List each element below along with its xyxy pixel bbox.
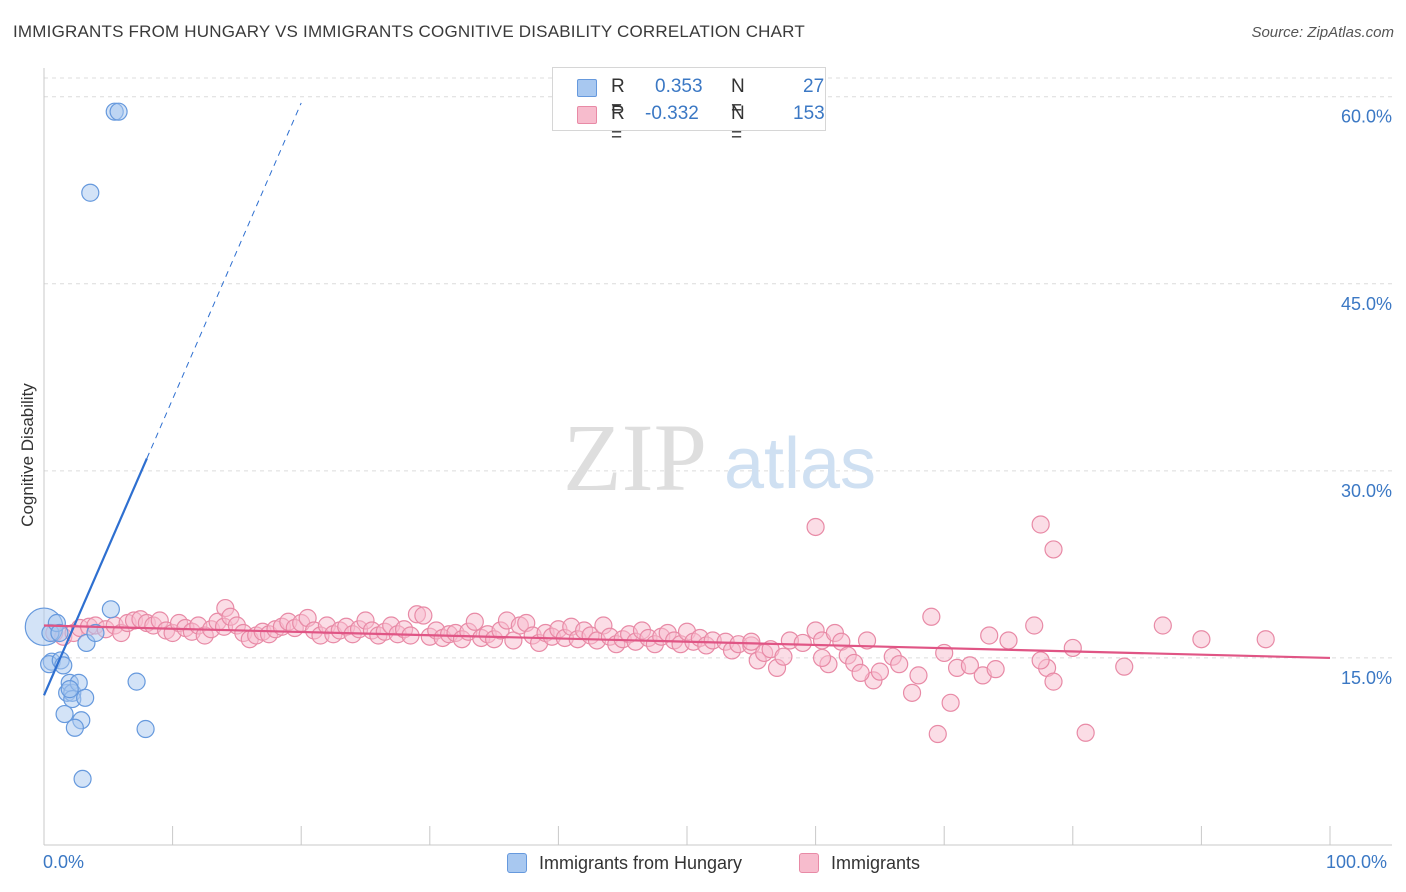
axes (43, 68, 1392, 846)
data-point (909, 666, 928, 685)
data-point (793, 633, 812, 653)
data-point (902, 683, 922, 702)
data-point (986, 660, 1005, 679)
watermark-zip: ZIP (563, 404, 707, 511)
data-point (1115, 657, 1134, 676)
data-point (50, 623, 69, 643)
data-point (1063, 638, 1082, 658)
data-point (928, 724, 947, 744)
data-point (1044, 540, 1063, 559)
trend-line-hungary (42, 457, 148, 696)
data-point (742, 632, 761, 651)
bottom-legend-swatch-hungary (507, 853, 527, 873)
data-point (999, 631, 1018, 650)
data-point (60, 680, 79, 699)
series-immigrants-from-hungary (24, 102, 155, 789)
watermark-atlas: atlas (724, 424, 876, 504)
data-point (136, 719, 155, 739)
trend-lines (42, 102, 1331, 696)
legend-r-value: -0.332 (645, 103, 699, 124)
data-point (465, 612, 484, 631)
data-point (1153, 616, 1172, 635)
source-credit: Source: ZipAtlas.com (1251, 24, 1394, 41)
gridlines (44, 77, 1392, 659)
data-point (101, 600, 120, 619)
correlation-legend: R = 0.353 N = 27 R = -0.332 N = 153 (552, 67, 826, 146)
legend-r-label: R = (611, 76, 625, 119)
legend-n-value: 153 (793, 103, 825, 124)
data-point (857, 631, 877, 650)
data-point (980, 626, 999, 645)
data-point (922, 607, 941, 626)
data-point (806, 517, 825, 537)
data-point (1031, 515, 1050, 534)
data-point (941, 693, 960, 712)
data-point (1076, 723, 1095, 742)
data-point (1025, 616, 1044, 635)
data-point (109, 102, 128, 121)
data-point (1256, 630, 1275, 649)
legend-r-label: R = (611, 103, 625, 146)
data-point (65, 718, 84, 737)
trend-line-hungary-extension (146, 102, 302, 459)
data-point (73, 769, 92, 789)
bottom-legend-swatch-immigrants (799, 853, 819, 873)
data-point (81, 183, 100, 202)
data-point (960, 656, 980, 675)
legend-r-value: 0.353 (655, 76, 703, 97)
data-point (774, 647, 793, 666)
data-point (851, 663, 870, 682)
chart-title: IMMIGRANTS FROM HUNGARY VS IMMIGRANTS CO… (13, 22, 805, 41)
data-point (414, 606, 433, 625)
legend-swatch-immigrants (577, 106, 597, 124)
y-tick-label: 15.0% (1341, 668, 1392, 688)
y-tick-label: 30.0% (1341, 481, 1392, 501)
bottom-legend-label-immigrants: Immigrants (831, 853, 921, 873)
trend-line-immigrants (43, 624, 1331, 660)
x-tick-label-max: 100.0% (1326, 852, 1388, 872)
legend-n-label: N = (731, 76, 745, 119)
data-point (812, 648, 832, 668)
bottom-legend-label-hungary: Immigrants from Hungary (539, 853, 743, 873)
legend-n-label: N = (731, 103, 745, 146)
y-tick-label: 60.0% (1341, 107, 1392, 127)
data-point (55, 704, 74, 724)
legend-swatch-hungary (577, 79, 597, 97)
legend-n-value: 27 (803, 76, 825, 97)
data-point (1044, 672, 1063, 691)
data-point (86, 623, 105, 643)
data-point (1031, 651, 1050, 670)
y-tick-label: 45.0% (1341, 294, 1392, 314)
data-point (870, 662, 890, 681)
data-point (890, 655, 909, 674)
data-point (127, 672, 146, 691)
y-tick-labels: 15.0% 30.0% 45.0% 60.0% (1341, 107, 1392, 688)
x-tick-label-min: 0.0% (43, 852, 85, 872)
data-point (1192, 630, 1211, 649)
data-point (76, 688, 95, 707)
